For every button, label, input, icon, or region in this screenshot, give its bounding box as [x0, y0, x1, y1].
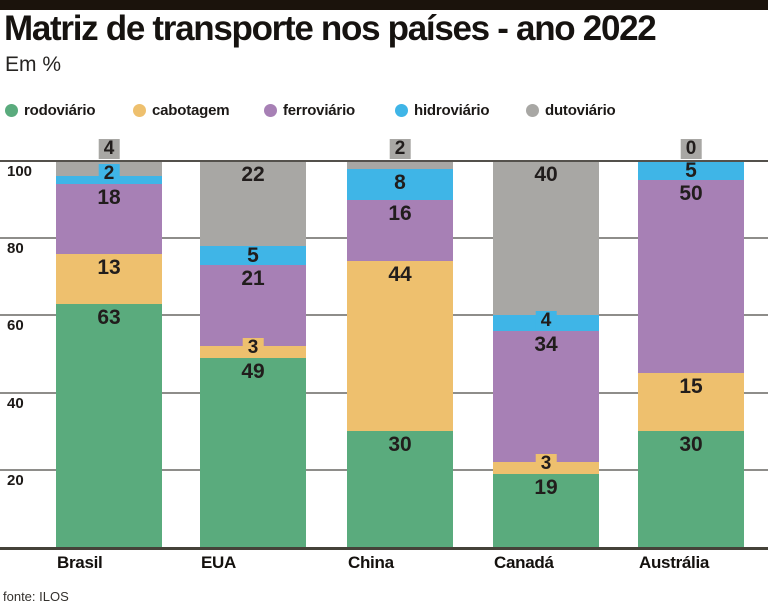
segment-dutoviario	[493, 161, 599, 316]
bar-canada: 19 3 34 4 40	[493, 0, 599, 604]
country-label-china: China	[348, 553, 394, 572]
legend-color-dot-icon	[526, 103, 539, 117]
segment-value-label: 22	[241, 163, 265, 186]
segment-value-label: 50	[679, 182, 703, 206]
segment-cabotagem	[347, 261, 453, 432]
x-axis-baseline	[0, 547, 768, 550]
legend-color-dot-icon	[5, 103, 18, 117]
segment-hidroviario	[638, 161, 744, 181]
segment-rodoviario	[347, 431, 453, 547]
segment-value-label: 16	[388, 201, 412, 225]
segment-value-label: 2	[98, 164, 120, 185]
segment-ferroviario	[56, 184, 162, 254]
legend-label: dutoviário	[545, 101, 616, 119]
legend-label: ferroviário	[283, 101, 355, 119]
segment-dutoviario	[200, 161, 306, 246]
segment-value-label: 34	[534, 332, 558, 356]
segment-value-label: 18	[97, 186, 121, 210]
country-label-brasil: Brasil	[57, 553, 103, 572]
country-label-canada: Canadá	[494, 553, 554, 572]
segment-rodoviario	[200, 357, 306, 547]
segment-hidroviario	[347, 168, 453, 200]
legend-color-dot-icon	[133, 103, 146, 117]
segment-value-label: 40	[534, 163, 558, 186]
segment-value-label: 21	[241, 267, 265, 291]
segment-value-label: 3	[535, 453, 557, 474]
segment-cabotagem	[56, 253, 162, 304]
segment-value-label: 19	[534, 475, 558, 499]
legend-item-dutoviario: dutoviário	[526, 99, 616, 121]
top-accent-bar	[0, 0, 768, 10]
segment-value-label: 15	[679, 375, 703, 399]
segment-dutoviario	[347, 161, 453, 169]
segment-cabotagem	[638, 373, 744, 432]
bar-china: 30 44 16 8 2	[347, 0, 453, 604]
segment-value-label: 44	[388, 263, 412, 287]
segment-value-label: 63	[97, 305, 121, 329]
ytick-label-100: 100	[7, 163, 33, 180]
legend-item-hidroviario: hidroviário	[395, 99, 490, 121]
gridline-100	[0, 160, 768, 162]
legend-item-cabotagem: cabotagem	[133, 99, 230, 121]
segment-value-label: 4	[535, 310, 557, 331]
segment-ferroviario	[638, 180, 744, 374]
segment-hidroviario	[200, 245, 306, 266]
segment-value-label: 13	[97, 255, 121, 279]
source-note: fonte: ILOS	[3, 589, 69, 604]
legend-label: hidroviário	[414, 101, 490, 119]
chart-title: Matriz de transporte nos países - ano 20…	[4, 9, 657, 48]
segment-value-label: 0	[680, 139, 702, 159]
country-label-eua: EUA	[201, 553, 236, 572]
segment-value-label: 30	[388, 433, 412, 457]
bar-eua: 49 3 21 5 22	[200, 0, 306, 604]
ytick-label-20: 20	[7, 472, 24, 489]
segment-value-label: 4	[98, 139, 120, 159]
ytick-label-40: 40	[7, 395, 24, 412]
bar-brasil: 63 13 18 2 4	[56, 0, 162, 604]
segment-ferroviario	[493, 330, 599, 463]
segment-value-label: 3	[242, 337, 264, 358]
segment-ferroviario	[347, 199, 453, 262]
legend-label: rodoviário	[24, 101, 96, 119]
legend-item-rodoviario: rodoviário	[5, 99, 96, 121]
segment-value-label: 49	[241, 359, 265, 383]
ytick-label-80: 80	[7, 240, 24, 257]
legend-color-dot-icon	[395, 103, 408, 117]
segment-value-label: 8	[394, 170, 406, 194]
ytick-label-60: 60	[7, 317, 24, 334]
segment-rodoviario	[638, 431, 744, 547]
segment-value-label: 5	[247, 244, 259, 268]
segment-value-label: 2	[389, 139, 411, 159]
legend-item-ferroviario: ferroviário	[264, 99, 355, 121]
country-label-australia: Austrália	[639, 553, 710, 572]
segment-rodoviario	[56, 303, 162, 547]
segment-ferroviario	[200, 265, 306, 347]
segment-rodoviario	[493, 473, 599, 547]
segment-value-label: 5	[685, 159, 697, 183]
legend-color-dot-icon	[264, 103, 277, 117]
legend-label: cabotagem	[152, 101, 230, 119]
segment-value-label: 30	[679, 433, 703, 457]
chart-subtitle: Em %	[5, 53, 62, 76]
bar-australia: 30 15 50 5 0	[638, 0, 744, 604]
